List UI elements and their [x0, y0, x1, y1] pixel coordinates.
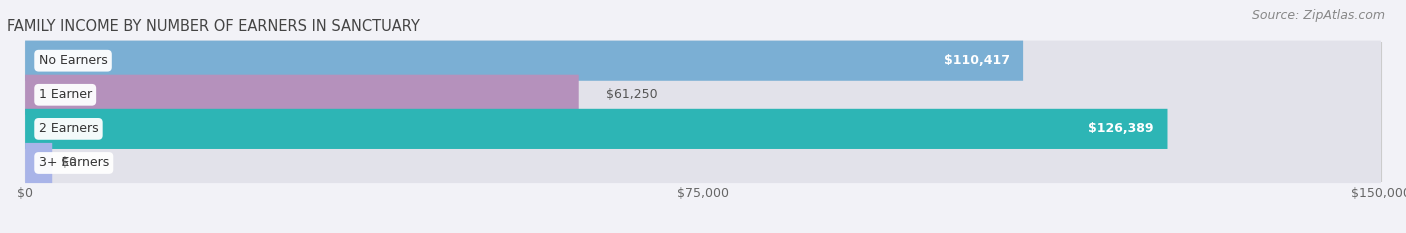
Text: Source: ZipAtlas.com: Source: ZipAtlas.com — [1251, 9, 1385, 22]
FancyBboxPatch shape — [25, 109, 1381, 149]
FancyBboxPatch shape — [25, 75, 1381, 115]
FancyBboxPatch shape — [25, 143, 52, 183]
FancyBboxPatch shape — [25, 109, 1167, 149]
FancyBboxPatch shape — [25, 75, 579, 115]
FancyBboxPatch shape — [25, 41, 1381, 81]
Text: 1 Earner: 1 Earner — [39, 88, 91, 101]
Text: No Earners: No Earners — [39, 54, 107, 67]
Text: $0: $0 — [62, 157, 77, 169]
Text: $110,417: $110,417 — [943, 54, 1010, 67]
FancyBboxPatch shape — [25, 143, 1381, 183]
Text: 2 Earners: 2 Earners — [39, 122, 98, 135]
Text: 3+ Earners: 3+ Earners — [39, 157, 108, 169]
Text: FAMILY INCOME BY NUMBER OF EARNERS IN SANCTUARY: FAMILY INCOME BY NUMBER OF EARNERS IN SA… — [7, 19, 420, 34]
Text: $126,389: $126,389 — [1088, 122, 1154, 135]
FancyBboxPatch shape — [25, 41, 1024, 81]
Text: $61,250: $61,250 — [606, 88, 658, 101]
